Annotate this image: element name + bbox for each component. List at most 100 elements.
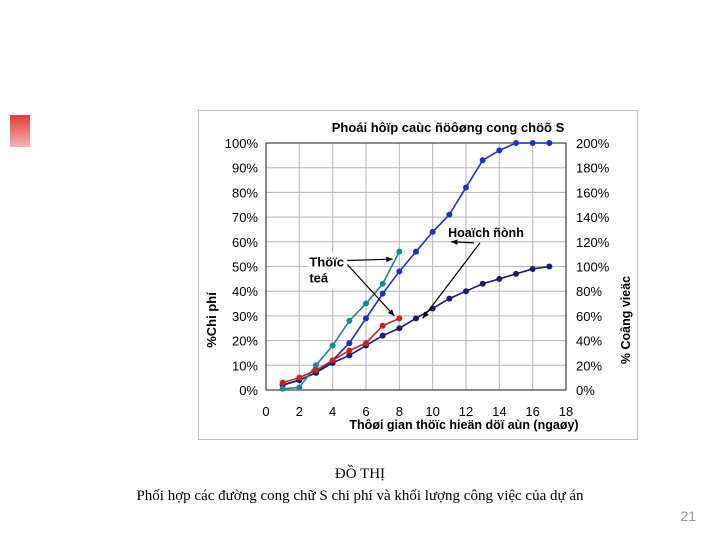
data-point — [413, 248, 419, 255]
y-right-tick-label: 80% — [576, 284, 602, 299]
y-right-tick-label: 60% — [576, 309, 602, 324]
data-point — [429, 228, 436, 235]
y-left-tick-label: 60% — [232, 235, 258, 250]
data-point — [363, 300, 369, 307]
y-right-tick-label: 140% — [576, 210, 610, 225]
data-point — [363, 315, 369, 322]
x-tick-label: 0 — [262, 404, 269, 419]
data-point — [463, 184, 469, 191]
data-point — [479, 157, 486, 164]
slide-accent-bar — [10, 115, 30, 147]
x-tick-label: 4 — [329, 404, 336, 419]
series-line — [282, 251, 401, 390]
data-point — [346, 340, 353, 347]
s-curve-chart: Phoái hôïp caùc ñöôøng cong chöõ S 0% 0%1… — [197, 109, 639, 441]
y-right-tick-label: 200% — [576, 136, 610, 151]
data-point — [396, 325, 403, 332]
data-point — [329, 357, 336, 364]
y-left-tick-label: 20% — [232, 334, 258, 349]
y-axis-left-label: %Chi phí — [204, 292, 219, 348]
data-point — [379, 280, 386, 287]
data-point — [396, 315, 403, 322]
data-point — [346, 352, 353, 359]
data-point — [546, 140, 553, 146]
data-point — [346, 317, 353, 324]
annotation-planned-label: Hoaïch ñònh — [448, 226, 524, 240]
series-line — [282, 317, 400, 384]
x-tick-label: 2 — [296, 404, 303, 419]
data-point — [413, 315, 419, 322]
annotation-actual-bg — [307, 252, 348, 289]
data-point — [529, 140, 536, 146]
series-3 — [279, 315, 403, 386]
data-point — [363, 340, 369, 347]
x-tick-label: 16 — [525, 404, 539, 419]
y-left-tick-label: 70% — [232, 210, 258, 225]
data-point — [546, 263, 553, 270]
x-tick-label: 18 — [559, 404, 573, 419]
data-point — [446, 295, 453, 302]
annotation-actual-arrow-1-head — [386, 256, 393, 263]
x-tick-label: 10 — [425, 404, 439, 419]
axes: 0% 0% 10% 20% 20% 40% 30% 60% 40% 80% 50% 100% 60% 12… — [225, 136, 610, 419]
plot-frame — [265, 142, 567, 391]
annotation-planned-arrow-2-head — [422, 311, 429, 319]
annotation-planned-arrow-2 — [422, 242, 481, 319]
data-point — [496, 147, 503, 154]
series-2 — [279, 248, 403, 392]
y-axis-right-label: % Coâng vieäc — [619, 276, 633, 364]
y-left-tick-label: 40% — [232, 284, 258, 299]
data-point — [446, 211, 453, 218]
annotation-actual-label-line1: Thöïc — [309, 255, 344, 270]
annotation-actual-label: Thöïc teá — [309, 255, 344, 286]
data-point — [463, 288, 469, 295]
data-point — [379, 332, 386, 339]
y-left-tick-label: 100% — [225, 136, 259, 151]
data-point — [496, 275, 503, 282]
data-point — [296, 384, 303, 391]
data-point — [513, 270, 519, 277]
y-right-tick-label: 120% — [576, 235, 610, 250]
annotations: Hoaïch ñònh Thöïc teá — [307, 226, 524, 319]
x-axis-label: Thôøi gian thöïc hieän döï aùn (ngaøy) — [349, 418, 578, 432]
x-tick-label: 6 — [362, 404, 369, 419]
y-left-tick-label: 30% — [232, 309, 258, 324]
y-right-tick-label: 180% — [576, 161, 610, 176]
chart-title: Phoái hôïp caùc ñöôøng cong chöõ S — [332, 120, 565, 135]
data-point — [313, 367, 319, 374]
data-point — [329, 342, 336, 349]
chart-container: Phoái hôïp caùc ñöôøng cong chöõ S 0% 0% 1… — [197, 109, 639, 441]
y-right-tick-label: 100% — [576, 260, 610, 275]
data-point — [396, 268, 403, 275]
y-right-tick-label: 40% — [576, 334, 602, 349]
y-left-tick-label: 90% — [232, 161, 258, 176]
x-tick-label: 8 — [396, 404, 403, 419]
caption-subtitle: Phối hợp các đường cong chữ S chi phí và… — [136, 488, 584, 504]
data-point — [279, 385, 286, 392]
data-point — [313, 362, 319, 369]
annotation-actual-label-line2: teá — [309, 271, 329, 286]
y-left-tick-label: 0% — [239, 383, 258, 398]
data-point — [296, 374, 303, 381]
data-point — [513, 140, 519, 146]
annotation-actual-arrow-2 — [346, 264, 395, 317]
x-tick-label: 14 — [492, 404, 506, 419]
data-point — [279, 379, 286, 386]
annotation-actual-arrow-2-head — [387, 309, 395, 316]
y-left-tick-label: 50% — [232, 260, 258, 275]
annotation-actual-arrow-1 — [347, 258, 393, 262]
data-point — [479, 280, 486, 287]
data-point — [379, 322, 386, 329]
y-right-tick-label: 0% — [576, 383, 595, 398]
data-point — [346, 347, 353, 354]
chart-border — [197, 109, 639, 441]
page-number: 21 — [680, 508, 696, 524]
data-point — [379, 290, 386, 297]
y-left-tick-label: 10% — [232, 358, 258, 373]
caption-title: ĐỒ THỊ — [334, 466, 386, 482]
data-point — [396, 248, 403, 255]
data-point — [529, 265, 536, 272]
y-right-tick-label: 20% — [576, 358, 602, 373]
y-left-tick-label: 80% — [232, 185, 258, 200]
annotation-planned-arrow-1-head — [451, 239, 458, 245]
